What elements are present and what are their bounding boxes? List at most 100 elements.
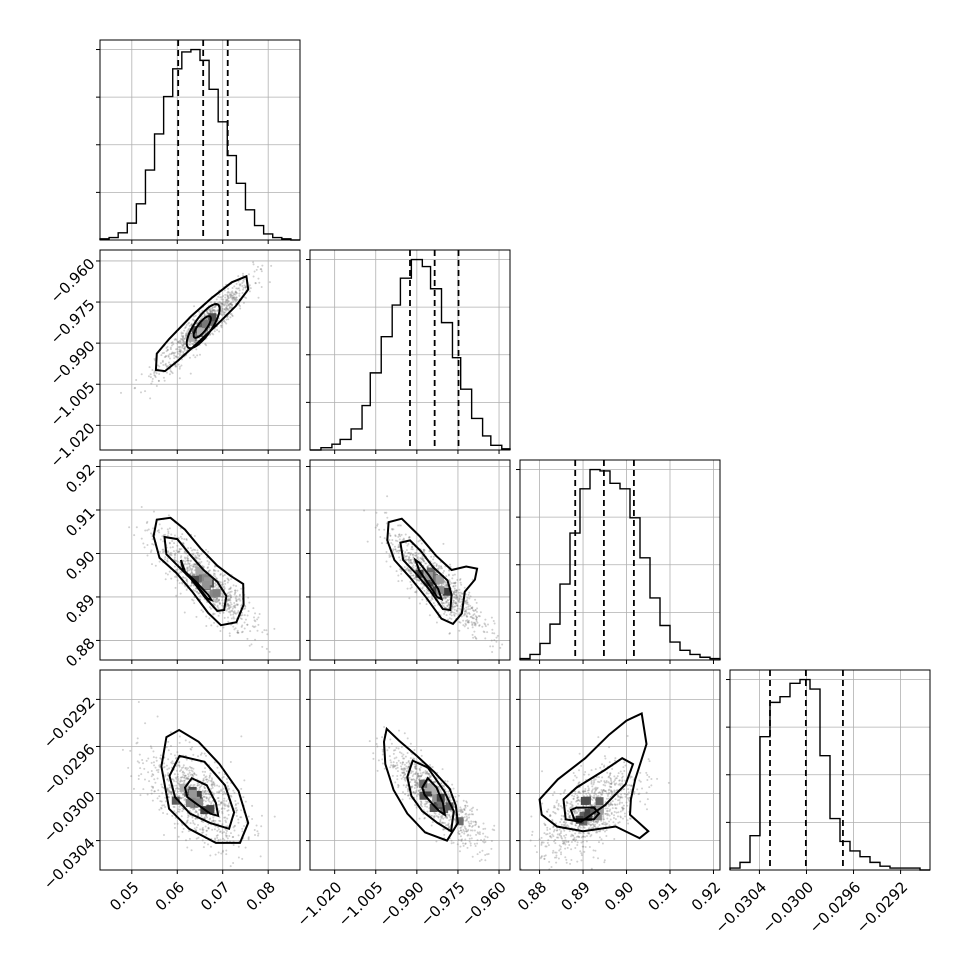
sample-point	[445, 601, 448, 604]
sample-point	[235, 287, 238, 290]
sample-point	[226, 581, 229, 584]
sample-point	[235, 292, 238, 295]
sample-point	[241, 630, 244, 633]
hist-panel-p3	[726, 669, 931, 874]
sample-point	[254, 620, 257, 623]
sample-point	[444, 780, 447, 783]
sample-point	[546, 810, 549, 813]
sample-point	[456, 605, 459, 608]
sample-point	[235, 296, 238, 299]
sample-point	[415, 782, 418, 785]
sample-point	[174, 355, 177, 358]
sample-point	[178, 808, 181, 811]
sample-point	[227, 303, 230, 306]
sample-point	[400, 767, 403, 770]
sample-point	[179, 351, 182, 354]
sample-point	[409, 553, 412, 556]
sample-point	[233, 606, 236, 609]
sample-point	[164, 800, 167, 803]
sample-point	[253, 270, 256, 273]
sample-point	[218, 819, 221, 822]
sample-point	[148, 366, 151, 369]
sample-point	[230, 617, 233, 620]
sample-point	[401, 791, 404, 794]
sample-point	[391, 528, 394, 531]
sample-point	[574, 774, 577, 777]
sample-point	[156, 777, 159, 780]
sample-point	[420, 775, 423, 778]
sample-point	[182, 343, 185, 346]
density-cell	[191, 575, 200, 584]
sample-point	[230, 603, 233, 606]
sample-point	[403, 566, 406, 569]
sample-point	[178, 794, 181, 797]
sample-point	[227, 813, 230, 816]
sample-point	[597, 841, 600, 844]
sample-point	[424, 562, 427, 565]
sample-point	[181, 343, 184, 346]
sample-point	[394, 548, 397, 551]
sample-point	[186, 820, 189, 823]
sample-point	[160, 807, 163, 810]
sample-point	[222, 300, 225, 303]
sample-point	[227, 578, 230, 581]
sample-point	[473, 621, 476, 624]
sample-point	[208, 328, 211, 331]
sample-point	[254, 625, 257, 628]
sample-point	[182, 793, 185, 796]
sample-point	[234, 589, 237, 592]
sample-point	[453, 587, 456, 590]
sample-point	[394, 534, 397, 537]
sample-point	[438, 813, 441, 816]
sample-point	[156, 529, 159, 532]
sample-point	[486, 623, 489, 626]
sample-point	[212, 803, 215, 806]
sample-point	[191, 552, 194, 555]
sample-point	[437, 583, 440, 586]
sample-point	[257, 832, 260, 835]
sample-point	[472, 621, 475, 624]
sample-point	[496, 634, 499, 637]
sample-point	[203, 791, 206, 794]
sample-point	[244, 607, 247, 610]
sample-point	[446, 800, 449, 803]
sample-point	[223, 816, 226, 819]
sample-point	[220, 298, 223, 301]
sample-point	[549, 813, 552, 816]
sample-point	[237, 631, 240, 634]
sample-point	[168, 790, 171, 793]
sample-point	[197, 755, 200, 758]
sample-point	[410, 785, 413, 788]
sample-point	[207, 793, 210, 796]
sample-point	[139, 794, 142, 797]
sample-point	[204, 343, 207, 346]
sample-point	[577, 825, 580, 828]
sample-point	[217, 851, 220, 854]
sample-point	[198, 783, 201, 786]
sample-point	[194, 589, 197, 592]
sample-point	[191, 819, 194, 822]
density-cell	[208, 317, 217, 326]
sample-point	[482, 630, 485, 633]
sample-point	[226, 298, 229, 301]
sample-point	[490, 840, 493, 843]
sample-point	[148, 780, 151, 783]
sample-point	[230, 596, 233, 599]
sample-point	[174, 757, 177, 760]
sample-point	[177, 341, 180, 344]
sample-point	[437, 816, 440, 819]
sample-point	[440, 584, 443, 587]
sample-point	[151, 369, 154, 372]
sample-point	[486, 631, 489, 634]
sample-point	[153, 374, 156, 377]
sample-point	[183, 771, 186, 774]
sample-point	[223, 574, 226, 577]
sample-point	[212, 574, 215, 577]
sample-point	[414, 772, 417, 775]
sample-point	[559, 805, 562, 808]
sample-point	[476, 839, 479, 842]
sample-point	[166, 789, 169, 792]
sample-point	[228, 598, 231, 601]
sample-point	[160, 354, 163, 357]
sample-point	[454, 581, 457, 584]
